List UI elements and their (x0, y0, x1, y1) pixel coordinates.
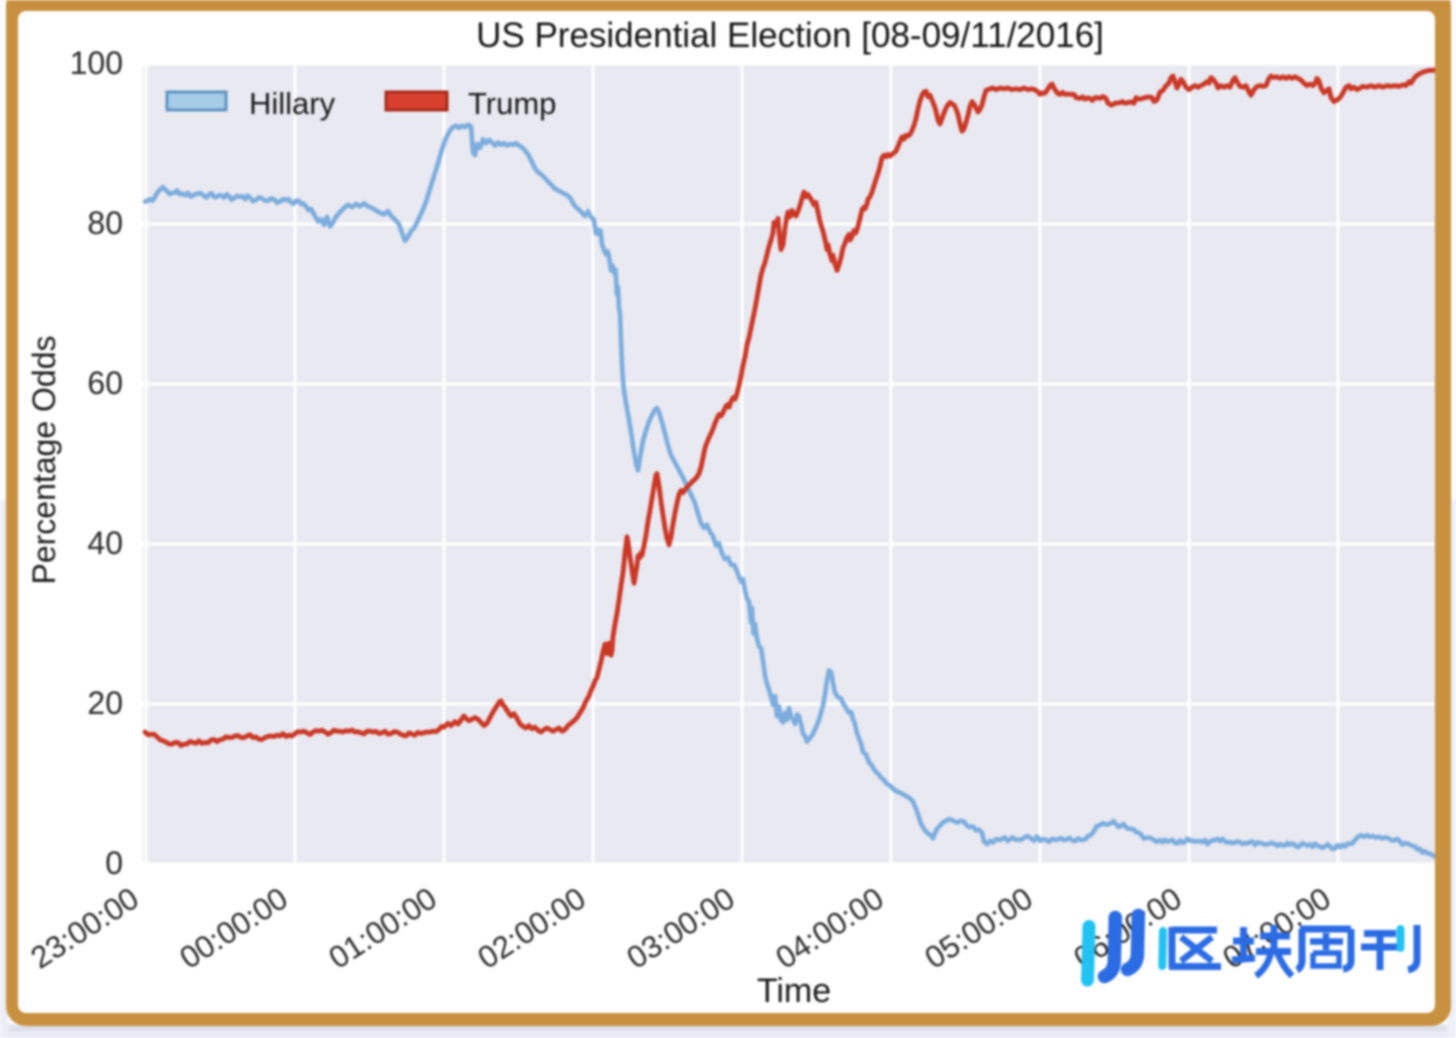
svg-text:20: 20 (87, 685, 123, 721)
svg-text:US Presidential Election [08-0: US Presidential Election [08-09/11/2016] (476, 16, 1104, 55)
svg-text:Trump: Trump (468, 86, 556, 121)
svg-text:40: 40 (87, 525, 123, 561)
svg-text:80: 80 (87, 205, 123, 241)
svg-text:60: 60 (87, 365, 123, 401)
svg-text:100: 100 (70, 45, 123, 81)
svg-text:0: 0 (105, 845, 123, 881)
svg-text:Time: Time (757, 972, 831, 1010)
svg-text:Hillary: Hillary (249, 86, 336, 121)
svg-text:Percentage Odds: Percentage Odds (26, 335, 62, 584)
